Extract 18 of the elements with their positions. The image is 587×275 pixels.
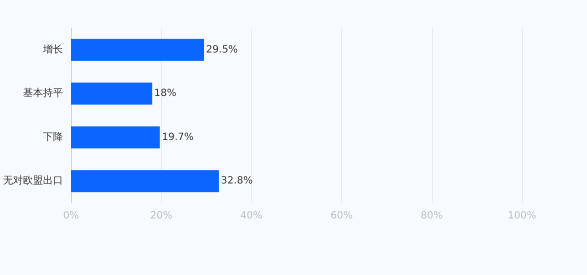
x-tick-label: 40% [240, 210, 263, 222]
x-tick-label: 80% [420, 210, 443, 222]
y-tick-label: 基本持平 [23, 87, 63, 100]
bar [71, 126, 160, 148]
data-label: 18% [154, 88, 176, 100]
x-tick-label: 100% [508, 210, 536, 222]
y-tick-label: 下降 [43, 130, 63, 143]
x-tick-label: 60% [330, 210, 353, 222]
x-tick-label: 20% [150, 210, 172, 222]
x-tick-label: 0% [63, 210, 79, 222]
bar [71, 170, 219, 192]
y-tick-label: 增长 [42, 43, 63, 56]
data-label: 19.7% [162, 132, 194, 143]
data-label: 32.8% [220, 176, 253, 187]
y-tick-label: 无对欧盟出口 [3, 174, 63, 187]
data-label: 29.5% [206, 44, 238, 56]
bar [71, 38, 204, 61]
bar [71, 82, 152, 105]
